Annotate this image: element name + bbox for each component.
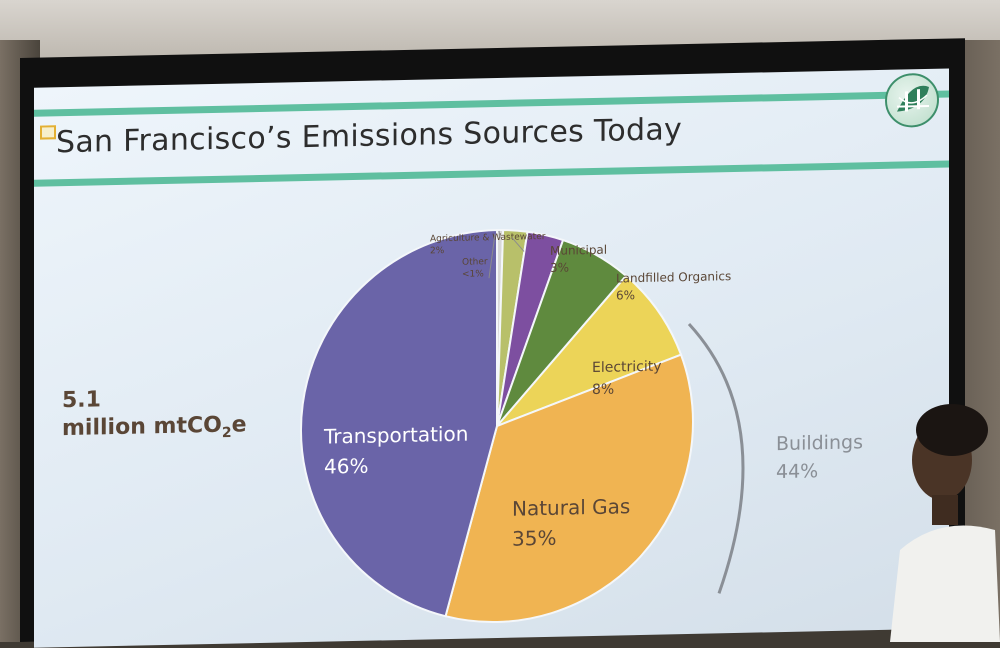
emissions-pie-chart: Transportation 46% Natural Gas 35% Electrici… [300,228,863,624]
pct-landfilled-organics: 6% [616,288,635,302]
pct-municipal: 3% [550,261,569,275]
presenter-person [890,404,1000,642]
leader-line-municipal [511,237,525,252]
pie-slice-transportation [300,228,498,618]
label-municipal: Municipal [550,243,607,258]
pct-transportation: 46% [324,454,368,479]
leader-line-agriculture [498,230,501,239]
leader-line-other [488,233,496,279]
pct-electricity: 8% [592,382,614,398]
pct-other: <1% [462,269,484,279]
label-electricity: Electricity [592,359,662,376]
pie-slice-natural-gas [444,353,694,624]
pct-agriculture-wastewater: 2% [430,246,445,256]
label-agriculture-wastewater: Agriculture & Wastewater [430,232,546,244]
presentation-slide: San Francisco’s Emissions Sources Today … [34,68,949,648]
projector-screen: San Francisco’s Emissions Sources Today … [20,38,965,648]
buildings-bracket [687,322,745,594]
label-buildings: Buildings [776,431,863,455]
label-other: Other [462,257,488,268]
label-transportation: Transportation [323,422,468,449]
pct-buildings: 44% [776,460,818,483]
pct-natural-gas: 35% [512,526,556,551]
label-landfilled-organics: Landfilled Organics [616,269,731,285]
pie-slice-electricity [496,274,683,427]
label-natural-gas: Natural Gas [512,494,630,520]
golden-gate-leaf-logo-icon [885,72,939,128]
